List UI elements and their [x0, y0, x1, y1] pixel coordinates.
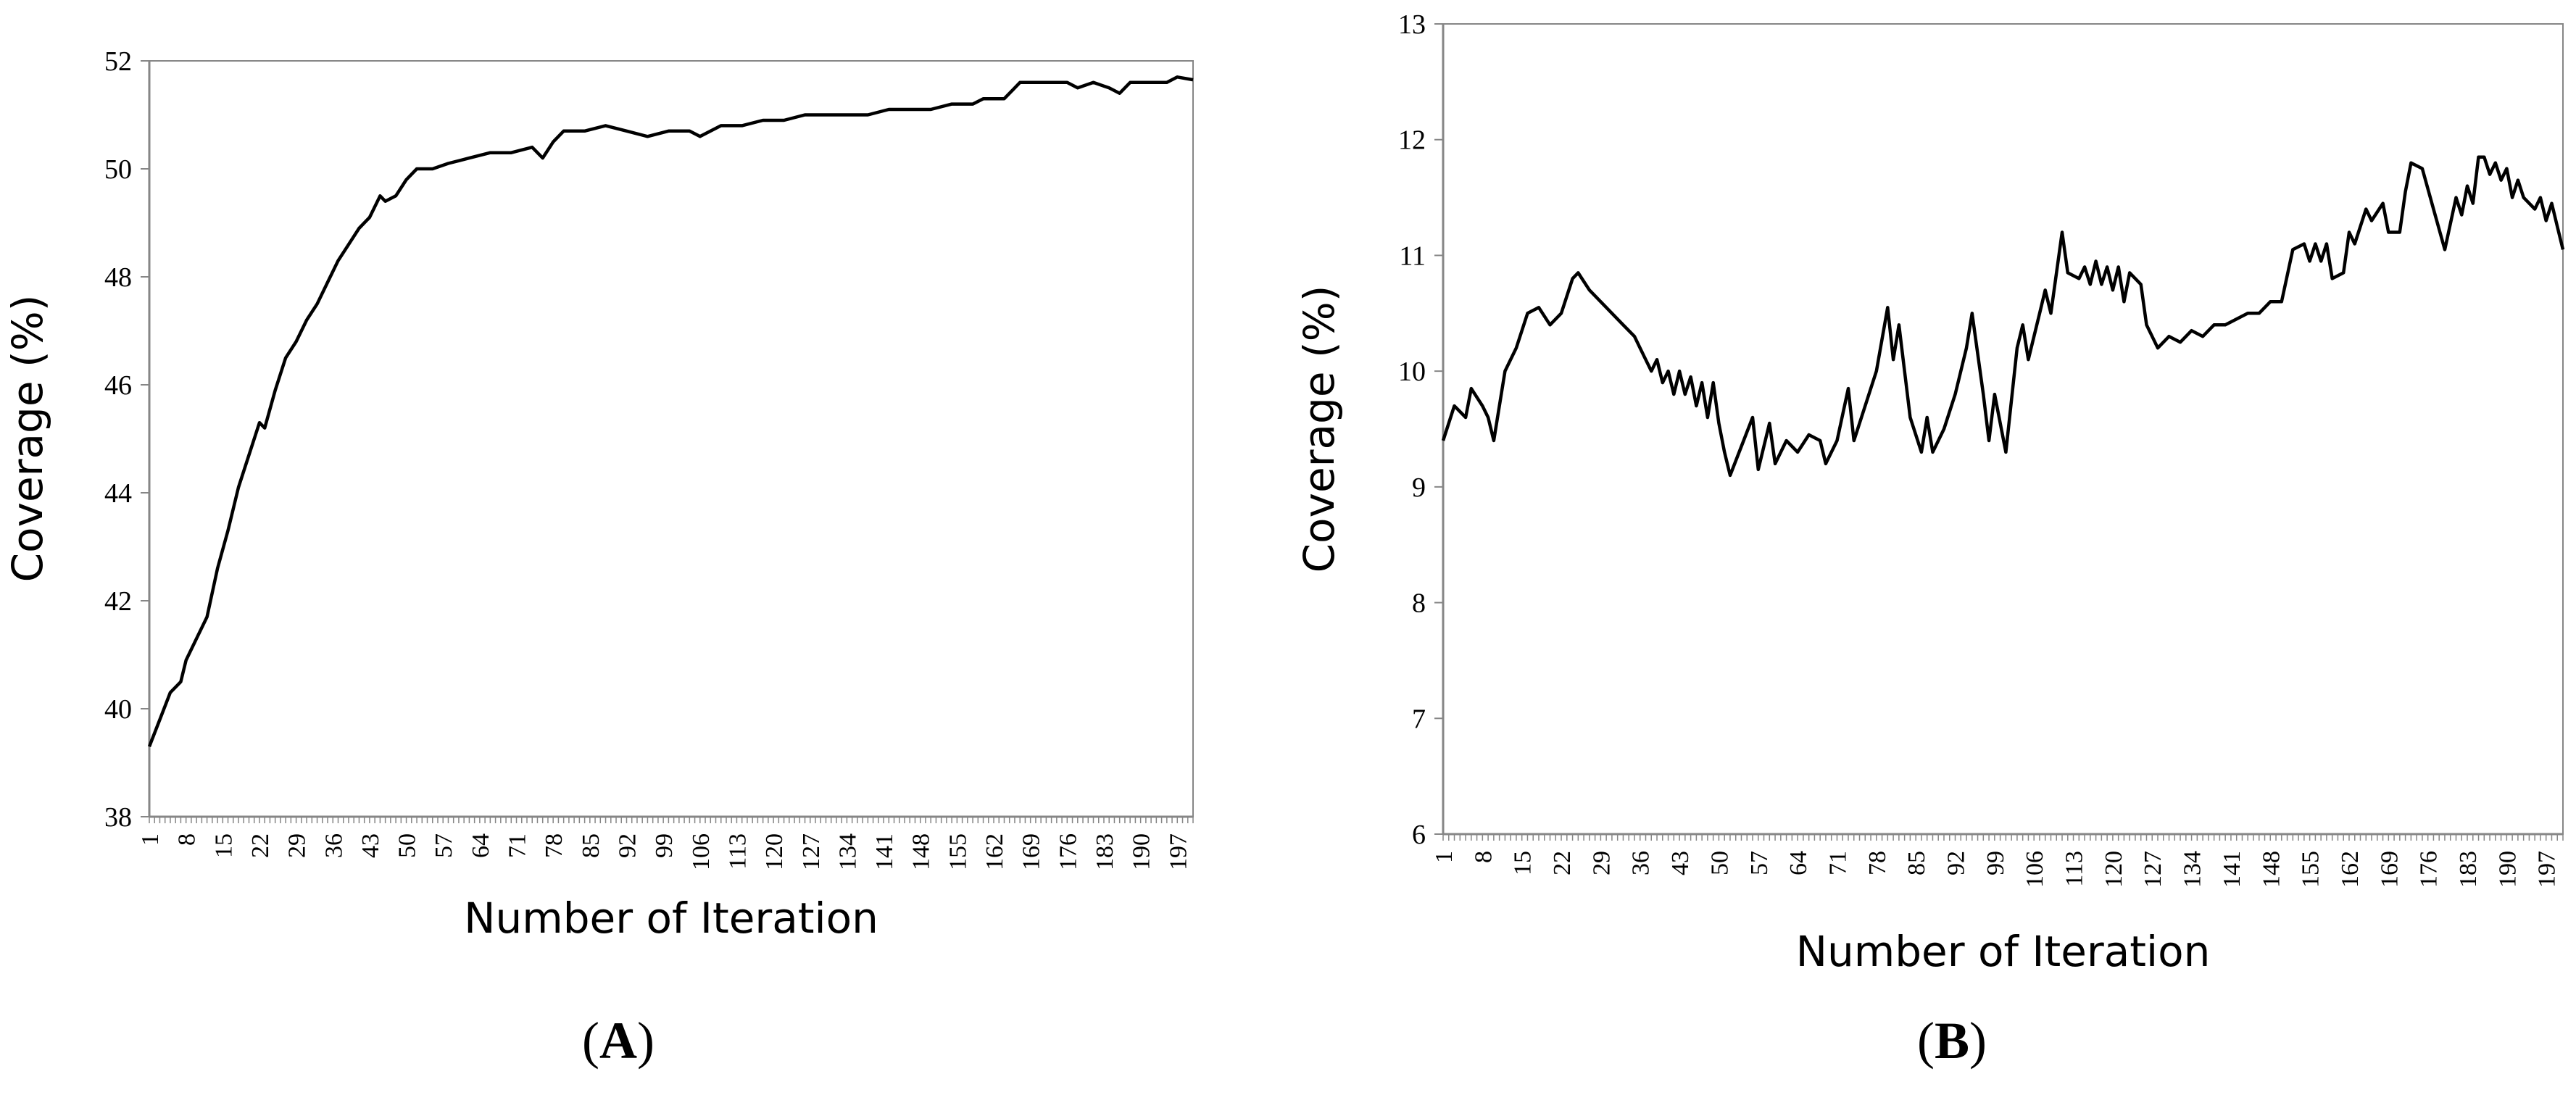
x-tick-label: 50: [1706, 851, 1733, 875]
x-tick-label: 36: [320, 833, 347, 858]
plot-area-frame: [149, 60, 1194, 817]
y-tick-label: 42: [104, 586, 132, 617]
panel-label: (A): [582, 1012, 655, 1070]
y-tick-label: 48: [104, 262, 132, 293]
x-tick-label: 197: [1165, 833, 1192, 870]
x-tick-label: 190: [2494, 851, 2521, 888]
x-tick-label: 57: [1746, 851, 1773, 875]
x-tick-label: 120: [2101, 851, 2127, 888]
y-tick-label: 12: [1398, 125, 1426, 156]
x-tick-label: 15: [1510, 851, 1537, 875]
x-tick-label: 8: [174, 833, 201, 846]
y-tick-label: 11: [1399, 241, 1426, 271]
x-tick-label: 155: [2298, 851, 2324, 888]
x-tick-label: 106: [688, 833, 715, 870]
chart-panel-a: 38 40 42 44 46 48 50 52 1 8 15 22 29 36 43 50 57 64 71 78 85…: [3, 46, 1194, 1070]
x-tick-label: 127: [798, 833, 825, 870]
x-tick-label: 1: [137, 833, 164, 846]
x-tick-label: 169: [1018, 833, 1045, 870]
x-tick-label: 106: [2022, 851, 2048, 888]
x-tick-label: 36: [1628, 851, 1655, 875]
y-tick-label: 44: [104, 478, 132, 509]
x-tick-label: 99: [1982, 851, 2009, 875]
x-tick-label: 134: [834, 833, 861, 870]
y-tick-label: 7: [1412, 704, 1426, 734]
panel-label: (B): [1917, 1012, 1987, 1070]
y-tick-label: 10: [1398, 357, 1426, 387]
y-axis-title: Coverage (%): [3, 295, 52, 583]
x-tick-label: 43: [357, 833, 384, 858]
x-tick-label: 85: [578, 833, 604, 858]
x-tick-label: 183: [2455, 851, 2482, 888]
x-tick-label: 113: [724, 833, 751, 870]
x-tick-label: 127: [2140, 851, 2166, 888]
x-tick-label: 92: [1943, 851, 1970, 875]
x-tick-label: 64: [468, 833, 494, 858]
y-tick-label: 8: [1412, 588, 1426, 619]
x-tick-label: 71: [504, 833, 531, 858]
y-tick-label: 52: [104, 46, 132, 77]
x-tick-label: 197: [2534, 851, 2561, 888]
x-tick-label: 15: [210, 833, 237, 858]
x-tick-label: 190: [1129, 833, 1155, 870]
x-tick-label: 176: [2416, 851, 2443, 888]
coverage-series-line: [1441, 155, 2565, 478]
x-tick-label: 92: [614, 833, 641, 858]
x-tick-label: 134: [2180, 851, 2206, 888]
y-tick-label: 6: [1412, 820, 1426, 850]
plot-area-frame: [1442, 23, 2564, 835]
x-tick-label: 148: [2258, 851, 2285, 888]
x-axis-title: Number of Iteration: [464, 894, 878, 943]
x-tick-label: 169: [2376, 851, 2403, 888]
y-tick-label: 13: [1398, 9, 1426, 40]
x-tick-label: 71: [1824, 851, 1851, 875]
x-tick-label: 22: [247, 833, 274, 858]
x-tick-label: 85: [1903, 851, 1930, 875]
x-tick-label: 64: [1785, 851, 1812, 875]
x-tick-label: 183: [1092, 833, 1118, 870]
x-tick-label: 162: [2337, 851, 2364, 888]
x-tick-label: 120: [761, 833, 788, 870]
x-tick-label: 29: [1588, 851, 1615, 875]
y-axis-title: Coverage (%): [1295, 286, 1344, 573]
y-tick-label: 40: [104, 694, 132, 725]
x-tick-label: 8: [1470, 851, 1497, 863]
x-tick-label: 50: [394, 833, 421, 858]
x-tick-label: 78: [1864, 851, 1891, 875]
x-tick-label: 141: [2219, 851, 2245, 888]
x-tick-label: 57: [431, 833, 457, 858]
x-tick-label: 78: [541, 833, 568, 858]
x-tick-label: 1: [1431, 851, 1458, 863]
y-tick-label: 46: [104, 370, 132, 401]
x-tick-label: 162: [981, 833, 1008, 870]
y-tick-label: 38: [104, 802, 132, 833]
x-tick-label: 155: [944, 833, 971, 870]
x-tick-label: 113: [2061, 851, 2088, 887]
x-tick-label: 22: [1549, 851, 1576, 875]
y-tick-label: 9: [1412, 472, 1426, 503]
y-tick-label: 50: [104, 154, 132, 185]
coverage-series-line: [147, 75, 1194, 748]
x-tick-label: 176: [1055, 833, 1081, 870]
x-tick-label: 148: [908, 833, 935, 870]
x-tick-label: 141: [871, 833, 898, 870]
x-tick-label: 43: [1667, 851, 1694, 875]
x-tick-label: 99: [651, 833, 678, 858]
x-tick-label: 29: [284, 833, 311, 858]
x-axis-title: Number of Iteration: [1796, 927, 2211, 976]
